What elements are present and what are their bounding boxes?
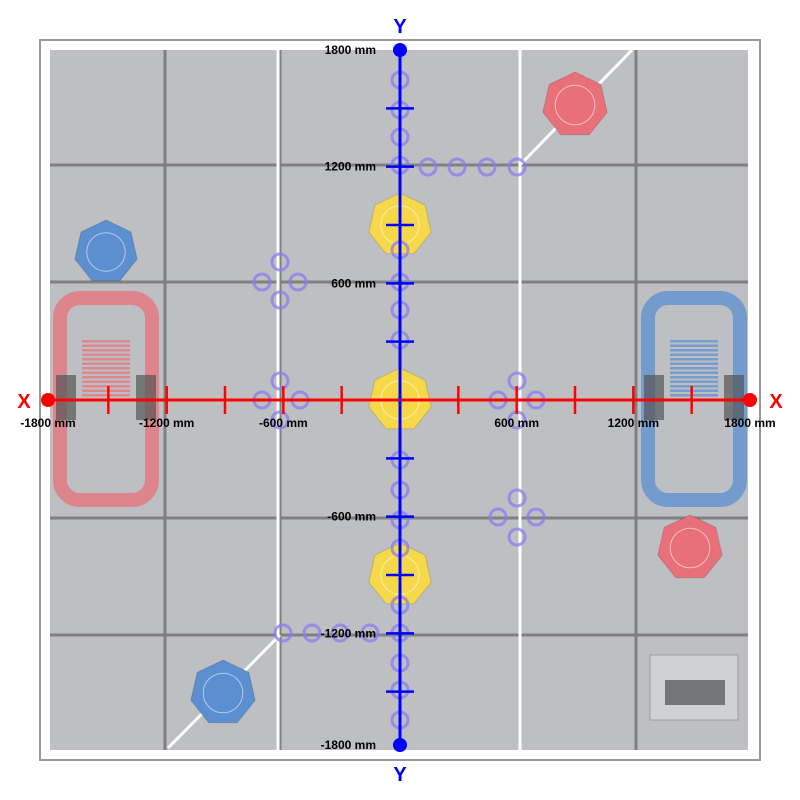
x-tick-label: -600 mm [259, 416, 308, 430]
blue-goal-ring [202, 672, 244, 714]
platform-stripe [670, 353, 718, 356]
platform-stripe [82, 385, 130, 388]
y-tick-label: 1200 mm [325, 160, 376, 174]
platform-stripe [670, 340, 718, 343]
platform-stripe [670, 362, 718, 365]
x-axis-endpoint [743, 393, 757, 407]
robot-electronics [665, 680, 725, 705]
x-axis-letter-left: X [17, 391, 31, 413]
ring [447, 157, 467, 177]
red-goal [657, 514, 723, 579]
platform-stripe [670, 367, 718, 370]
platform-hinge [56, 375, 76, 420]
platform-stripe [82, 340, 130, 343]
platform-hinge [644, 375, 664, 420]
platform-stripe [670, 394, 718, 397]
platform-stripe [82, 353, 130, 356]
platform-stripe [82, 394, 130, 397]
red-goal-body [657, 514, 723, 579]
ring [270, 290, 290, 310]
platform-stripe [82, 389, 130, 392]
x-tick-label: -1800 mm [20, 416, 75, 430]
red-goal-body [542, 71, 608, 136]
ring [252, 272, 272, 292]
ring [507, 527, 527, 547]
robot [649, 654, 739, 721]
ring [526, 507, 546, 527]
platform-stripe [670, 358, 718, 361]
platform-stripe [670, 376, 718, 379]
ring [418, 157, 438, 177]
blue-goal-ring [86, 232, 126, 272]
x-tick-label: 1800 mm [724, 416, 775, 430]
y-tick-label: -600 mm [327, 510, 376, 524]
ring [270, 410, 290, 430]
ring [477, 157, 497, 177]
platform-stripe [670, 385, 718, 388]
ring [288, 272, 308, 292]
platform-hinge [136, 375, 156, 420]
y-axis-endpoint [393, 43, 407, 57]
platform-stripe [82, 349, 130, 352]
x-tick-label: -1200 mm [139, 416, 194, 430]
platform-stripe [670, 349, 718, 352]
platform-stripe [670, 389, 718, 392]
platform-stripe [670, 344, 718, 347]
platform-stripe [82, 376, 130, 379]
blue-goal [74, 219, 138, 282]
ring [270, 371, 290, 391]
platform-stripe [82, 344, 130, 347]
red-goal [542, 71, 608, 136]
y-tick-label: 1800 mm [325, 43, 376, 57]
y-axis-letter-top: Y [393, 16, 407, 38]
y-axis-letter-bottom: Y [393, 764, 407, 786]
ring [273, 623, 293, 643]
ring [330, 623, 350, 643]
ring [507, 488, 527, 508]
platform-stripe [82, 362, 130, 365]
ring [507, 157, 527, 177]
x-tick-label: 600 mm [494, 416, 539, 430]
x-axis-letter-right: X [769, 391, 783, 413]
blue-goal-body [190, 659, 256, 724]
y-tick-label: -1800 mm [321, 738, 376, 752]
y-axis-endpoint [393, 738, 407, 752]
y-tick-label: -1200 mm [321, 626, 376, 640]
platform-stripe [82, 367, 130, 370]
platform-stripe [82, 380, 130, 383]
red-goal-ring [554, 84, 596, 126]
ring [270, 252, 290, 272]
platform-stripe [82, 358, 130, 361]
platform-hinge [724, 375, 744, 420]
platform-stripe [670, 380, 718, 383]
red-goal-ring [669, 527, 711, 569]
ring [302, 623, 322, 643]
platform-stripe [82, 371, 130, 374]
blue-goal-body [74, 219, 138, 282]
blue-goal [190, 659, 256, 724]
platform-stripe [670, 371, 718, 374]
x-tick-label: 1200 mm [608, 416, 659, 430]
ring [488, 507, 508, 527]
x-axis-endpoint [41, 393, 55, 407]
y-tick-label: 600 mm [331, 276, 376, 290]
ring [360, 623, 380, 643]
